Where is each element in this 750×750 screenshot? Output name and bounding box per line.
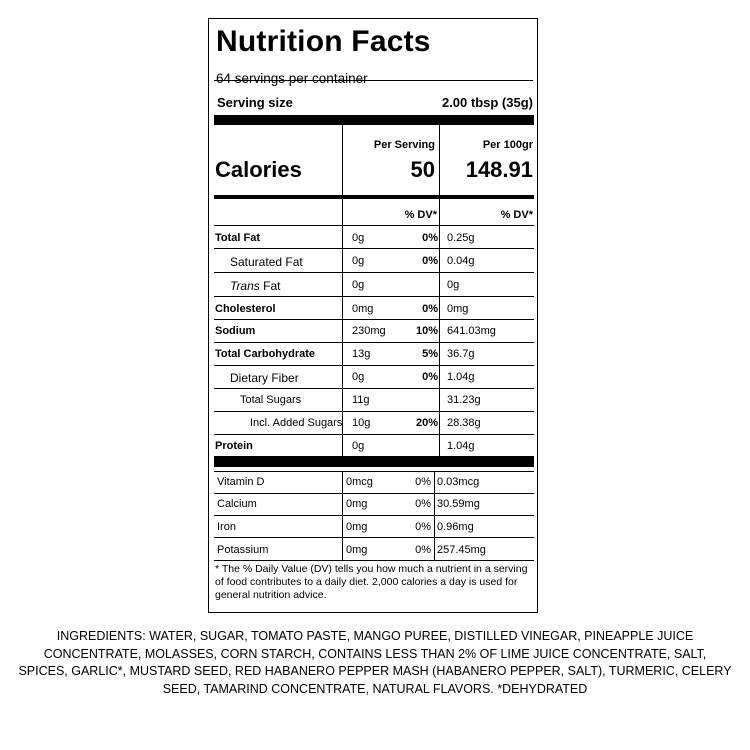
nutrient-amount: 0g [352, 371, 365, 383]
vitamin-per100: 0.96mg [437, 521, 474, 533]
row-divider [214, 225, 534, 226]
nutrient-name: Total Sugars [240, 394, 302, 406]
nutrition-facts-label: Nutrition Facts 64 servings per containe… [208, 18, 538, 613]
vitamin-dv: 0% [415, 476, 431, 488]
vitamin-name: Vitamin D [217, 476, 265, 488]
nutrient-name: Protein [215, 440, 253, 452]
nutrient-name: Dietary Fiber [230, 371, 299, 385]
per-serving-header: Per Serving [373, 139, 435, 151]
row-divider [214, 342, 534, 343]
row-divider [214, 493, 534, 494]
per-100-header: Per 100gr [482, 139, 533, 151]
ingredients-text: INGREDIENTS: WATER, SUGAR, TOMATO PASTE,… [18, 629, 732, 696]
nutrient-amount: 0g [352, 232, 365, 244]
nutrient-dv: 0% [422, 255, 438, 267]
nutrient-name-rest: Fat [259, 279, 281, 293]
row-divider [214, 272, 534, 273]
vitamin-dv: 0% [415, 521, 431, 533]
calories-bar [214, 195, 534, 199]
row-divider [214, 319, 534, 320]
nutrient-name: Total Carbohydrate [215, 348, 316, 360]
nutrient-per100: 0.25g [447, 232, 475, 244]
calories-per-serving: 50 [410, 157, 435, 182]
serving-size-value: 2.00 tbsp (35g) [441, 95, 533, 110]
row-divider [214, 411, 534, 412]
vitamin-amount: 0mg [346, 521, 368, 533]
dv-header: % DV* [404, 209, 437, 221]
nutrient-name: Trans Fat [230, 279, 280, 293]
nutrient-name: Sodium [215, 325, 256, 337]
nutrient-per100: 28.38g [447, 417, 481, 429]
nutrient-name: Cholesterol [215, 303, 276, 315]
thick-bar [214, 456, 534, 467]
column-divider [342, 125, 343, 456]
nutrient-per100: 31.23g [447, 394, 481, 406]
nutrient-amount: 11g [352, 394, 370, 406]
vitamin-amount: 0mg [346, 544, 368, 556]
vitamin-per100: 30.59mg [437, 498, 480, 510]
nutrient-amount: 13g [352, 348, 371, 360]
row-divider [214, 560, 534, 561]
row-divider [214, 388, 534, 389]
nutrient-name-italic: Trans [230, 279, 260, 293]
nutrient-name: Saturated Fat [230, 255, 303, 269]
nutrient-amount: 0g [352, 440, 365, 452]
vitamin-name: Calcium [217, 498, 257, 510]
nutrient-dv: 0% [422, 303, 438, 315]
serving-size-label: Serving size [217, 95, 293, 110]
vitamin-per100: 0.03mcg [437, 476, 480, 488]
vitamin-per100: 257.45mg [437, 544, 486, 556]
calories-per-100: 148.91 [465, 157, 533, 182]
nutrient-amount: 0g [352, 279, 365, 291]
divider [214, 80, 533, 81]
nutrient-per100: 36.7g [447, 348, 475, 360]
nutrient-per100: 1.04g [447, 371, 475, 383]
row-divider [214, 471, 534, 472]
vitamin-name: Iron [217, 521, 236, 533]
nutrient-dv: 5% [422, 348, 438, 360]
nutrient-amount: 230mg [352, 325, 386, 337]
calories-label: Calories [215, 157, 302, 182]
row-divider [214, 434, 534, 435]
servings-per-container: 64 servings per container [216, 71, 368, 86]
nutrient-name: Incl. Added Sugars [250, 417, 343, 429]
daily-value-footnote: * The % Daily Value (DV) tells you how m… [215, 563, 528, 601]
vitamin-amount: 0mg [346, 498, 368, 510]
row-divider [214, 296, 534, 297]
row-divider [214, 515, 534, 516]
nutrient-per100: 0.04g [447, 255, 475, 267]
nutrient-per100: 641.03mg [447, 325, 496, 337]
nutrient-dv: 0% [422, 232, 438, 244]
nutrient-dv: 10% [415, 325, 438, 337]
vitamin-dv: 0% [415, 498, 431, 510]
column-divider [439, 125, 440, 456]
nutrient-dv: 20% [415, 417, 438, 429]
dv-header: % DV* [500, 209, 533, 221]
nutrient-name: Total Fat [215, 232, 261, 244]
label-title: Nutrition Facts [216, 25, 431, 58]
row-divider [214, 537, 534, 538]
nutrient-per100: 0g [447, 279, 460, 291]
nutrient-amount: 0g [352, 255, 365, 267]
vitamin-amount: 0mcg [346, 476, 373, 488]
nutrient-amount: 10g [352, 417, 371, 429]
vitamin-name: Potassium [217, 544, 269, 556]
thick-bar [214, 115, 534, 125]
row-divider [214, 365, 534, 366]
nutrient-amount: 0mg [352, 303, 374, 315]
nutrient-per100: 0mg [447, 303, 469, 315]
vitamin-dv: 0% [415, 544, 431, 556]
row-divider [214, 248, 534, 249]
nutrient-dv: 0% [422, 371, 438, 383]
nutrient-per100: 1.04g [447, 440, 475, 452]
